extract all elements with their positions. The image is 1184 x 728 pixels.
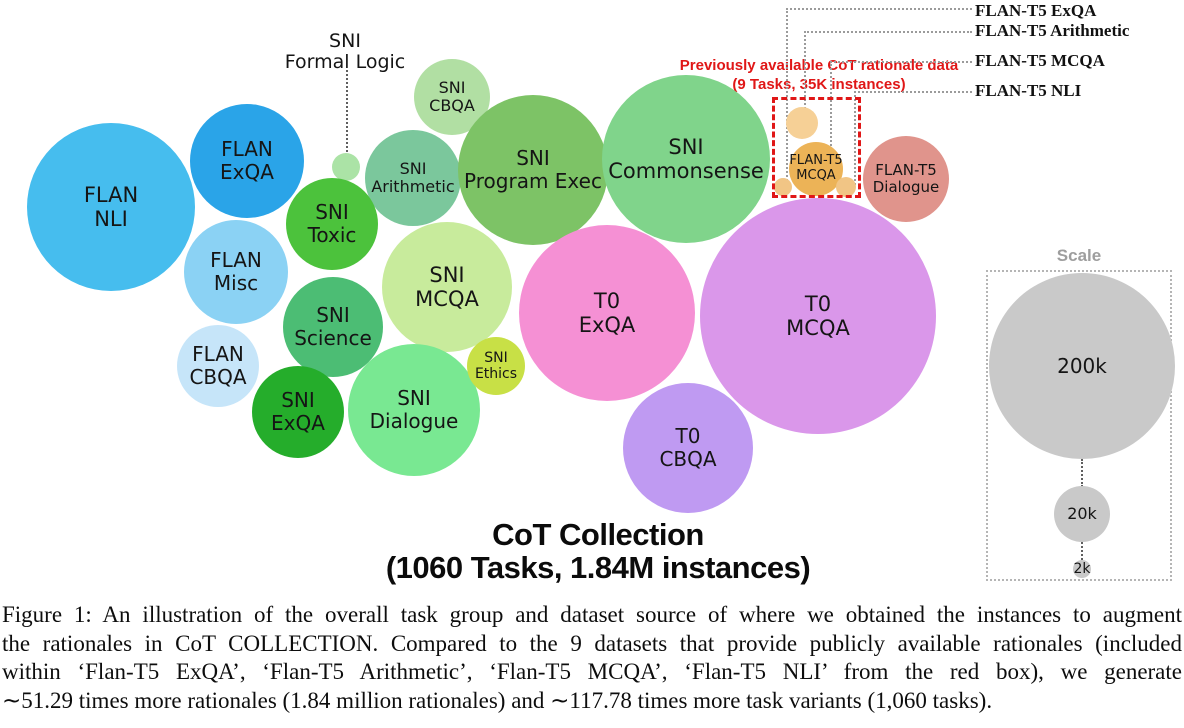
bubble-label: SNI xyxy=(399,158,427,178)
bubble-label: Toxic xyxy=(307,223,357,247)
scale-connector-1 xyxy=(1081,459,1083,487)
caption: Figure 1: An illustration of the overall… xyxy=(2,601,1182,716)
bubble-label: T0 xyxy=(593,288,621,313)
bubble-label: ExQA xyxy=(578,313,636,337)
formal-logic-connector xyxy=(346,70,348,156)
bubble-flan-t5-dialogue: FLAN-T5 Dialogue xyxy=(863,136,949,222)
bubble-sni-exqa: SNI ExQA xyxy=(252,366,344,458)
red-callout-line1: Previously available CoT rationale data xyxy=(679,57,959,74)
bubble-label: SNI xyxy=(429,262,465,287)
flan-t5-legend-2: FLAN-T5 MCQA xyxy=(975,51,1105,70)
bubble-label: Dialogue xyxy=(369,409,459,433)
caption-line-3: within ‘Flan-T5 ExQA’, ‘Flan-T5 Arithmet… xyxy=(2,659,1182,685)
bubble-sni-commonsense: SNI Commonsense xyxy=(602,75,770,243)
bubble-label: SNI xyxy=(397,386,431,410)
scale-title: Scale xyxy=(1056,246,1102,265)
caption-line-2: the rationales in CoT COLLECTION. Compar… xyxy=(2,630,1182,656)
bubble-label: Dialogue xyxy=(872,178,940,196)
leader-flan-t5-exqa-h xyxy=(786,8,972,10)
figure-subtitle: (1060 Tasks, 1.84M instances) xyxy=(385,550,811,585)
bubble-label: T0 xyxy=(804,291,832,316)
bubble-label: Arithmetic xyxy=(371,177,455,196)
figure-canvas: SNI Formal Logic Previously available Co… xyxy=(0,1,1184,584)
bubble-label: NLI xyxy=(94,207,128,231)
bubble-flan-t5-mcqa: FLAN-T5 MCQA xyxy=(789,142,843,196)
bubble-sni-program-exec: SNI Program Exec xyxy=(458,95,608,245)
scale-box xyxy=(986,270,1172,581)
bubble-sni-arithmetic: SNI Arithmetic xyxy=(365,130,461,226)
scale-circle-200k: 200k xyxy=(989,273,1175,459)
bubble-label: SNI xyxy=(281,388,315,412)
bubble-label: CBQA xyxy=(189,365,247,389)
bubble-label: SNI xyxy=(516,146,550,170)
bubble-sni-ethics: SNI Ethics xyxy=(467,337,525,395)
scale-circle-20k: 20k xyxy=(1054,486,1110,542)
flan-t5-legend-1: FLAN-T5 Arithmetic xyxy=(975,21,1130,40)
bubble-label: Misc xyxy=(213,271,259,295)
bubble-sni-science: SNI Science xyxy=(283,277,383,377)
bubble-label: 2k xyxy=(1073,560,1091,577)
red-callout-line2: (9 Tasks, 35K instances) xyxy=(732,76,906,93)
leader-flan-t5-arithmetic-h xyxy=(804,31,972,33)
bubble-flan-t5-exqa-dot xyxy=(786,107,818,139)
bubble-label: MCQA xyxy=(796,168,836,183)
leader-flan-t5-nli-v xyxy=(854,91,856,185)
caption-line-1: Figure 1: An illustration of the overall… xyxy=(2,602,1182,627)
bubble-label: T0 xyxy=(675,424,701,448)
bubble-label: Commonsense xyxy=(608,159,764,183)
bubble-label: 20k xyxy=(1067,503,1097,523)
flan-t5-legend-0: FLAN-T5 ExQA xyxy=(975,1,1097,20)
scale-circle-2k: 2k xyxy=(1073,560,1091,578)
leader-flan-t5-nli-h xyxy=(854,91,972,93)
leader-flan-t5-arithmetic-v xyxy=(804,31,806,121)
bubble-label: SNI xyxy=(315,200,349,224)
bubble-label: Science xyxy=(294,326,372,350)
bubble-label: CBQA xyxy=(429,96,475,115)
bubble-sni-dialogue: SNI Dialogue xyxy=(348,344,480,476)
bubble-label: ExQA xyxy=(220,160,274,184)
bubble-label: SNI xyxy=(316,303,350,327)
leader-flan-t5-mcqa-v xyxy=(830,61,832,166)
bubble-t0-cbqa: T0 CBQA xyxy=(623,383,753,513)
bubble-flan-t5-nli-dot xyxy=(774,178,792,196)
bubble-label: FLAN xyxy=(83,182,139,207)
bubble-flan-t5-arith-dot xyxy=(836,177,856,197)
bubble-label: Program Exec xyxy=(464,169,602,193)
bubble-sni-toxic: SNI Toxic xyxy=(286,178,378,270)
bubble-label: MCQA xyxy=(415,287,479,311)
bubble-label: FLAN xyxy=(192,342,244,366)
scale-connector-2 xyxy=(1081,542,1083,560)
previously-available-cot-box xyxy=(772,97,861,198)
bubble-sni-mcqa: SNI MCQA xyxy=(382,222,512,352)
formal-logic-label-line1: SNI xyxy=(329,30,361,52)
bubble-flan-nli: FLAN NLI xyxy=(27,123,195,291)
bubble-t0-mcqa: T0 MCQA xyxy=(700,198,936,434)
leader-flan-t5-mcqa-h xyxy=(830,61,972,63)
bubble-flan-exqa: FLAN ExQA xyxy=(190,104,304,218)
bubble-label: FLAN xyxy=(221,137,273,161)
figure-title: CoT Collection xyxy=(492,517,704,552)
bubble-label: 200k xyxy=(1057,353,1107,378)
bubble-flan-cbqa: FLAN CBQA xyxy=(177,325,259,407)
bubble-flan-misc: FLAN Misc xyxy=(184,220,288,324)
bubble-label: SNI xyxy=(484,349,508,366)
bubble-label: SNI xyxy=(438,77,466,97)
bubble-t0-exqa: T0 ExQA xyxy=(519,225,695,401)
flan-t5-legend-3: FLAN-T5 NLI xyxy=(975,81,1082,100)
bubble-sni-formal-logic xyxy=(332,153,360,181)
bubble-label: ExQA xyxy=(271,411,325,435)
leader-flan-t5-exqa-v xyxy=(786,8,788,184)
bubble-label: Ethics xyxy=(474,366,518,382)
formal-logic-label-line2: Formal Logic xyxy=(284,51,406,73)
bubble-label: FLAN-T5 xyxy=(789,153,843,169)
formal-logic-label: SNI Formal Logic xyxy=(265,31,425,73)
bubble-label: MCQA xyxy=(786,316,850,340)
bubble-label: FLAN-T5 xyxy=(875,160,937,179)
bubble-label: CBQA xyxy=(659,447,717,471)
caption-line-4: ∼51.29 times more rationales (1.84 milli… xyxy=(2,688,993,714)
bubble-label: SNI xyxy=(668,134,704,159)
bubble-label: FLAN xyxy=(210,248,262,272)
figure-title-block: CoT Collection (1060 Tasks, 1.84M instan… xyxy=(0,518,1184,584)
